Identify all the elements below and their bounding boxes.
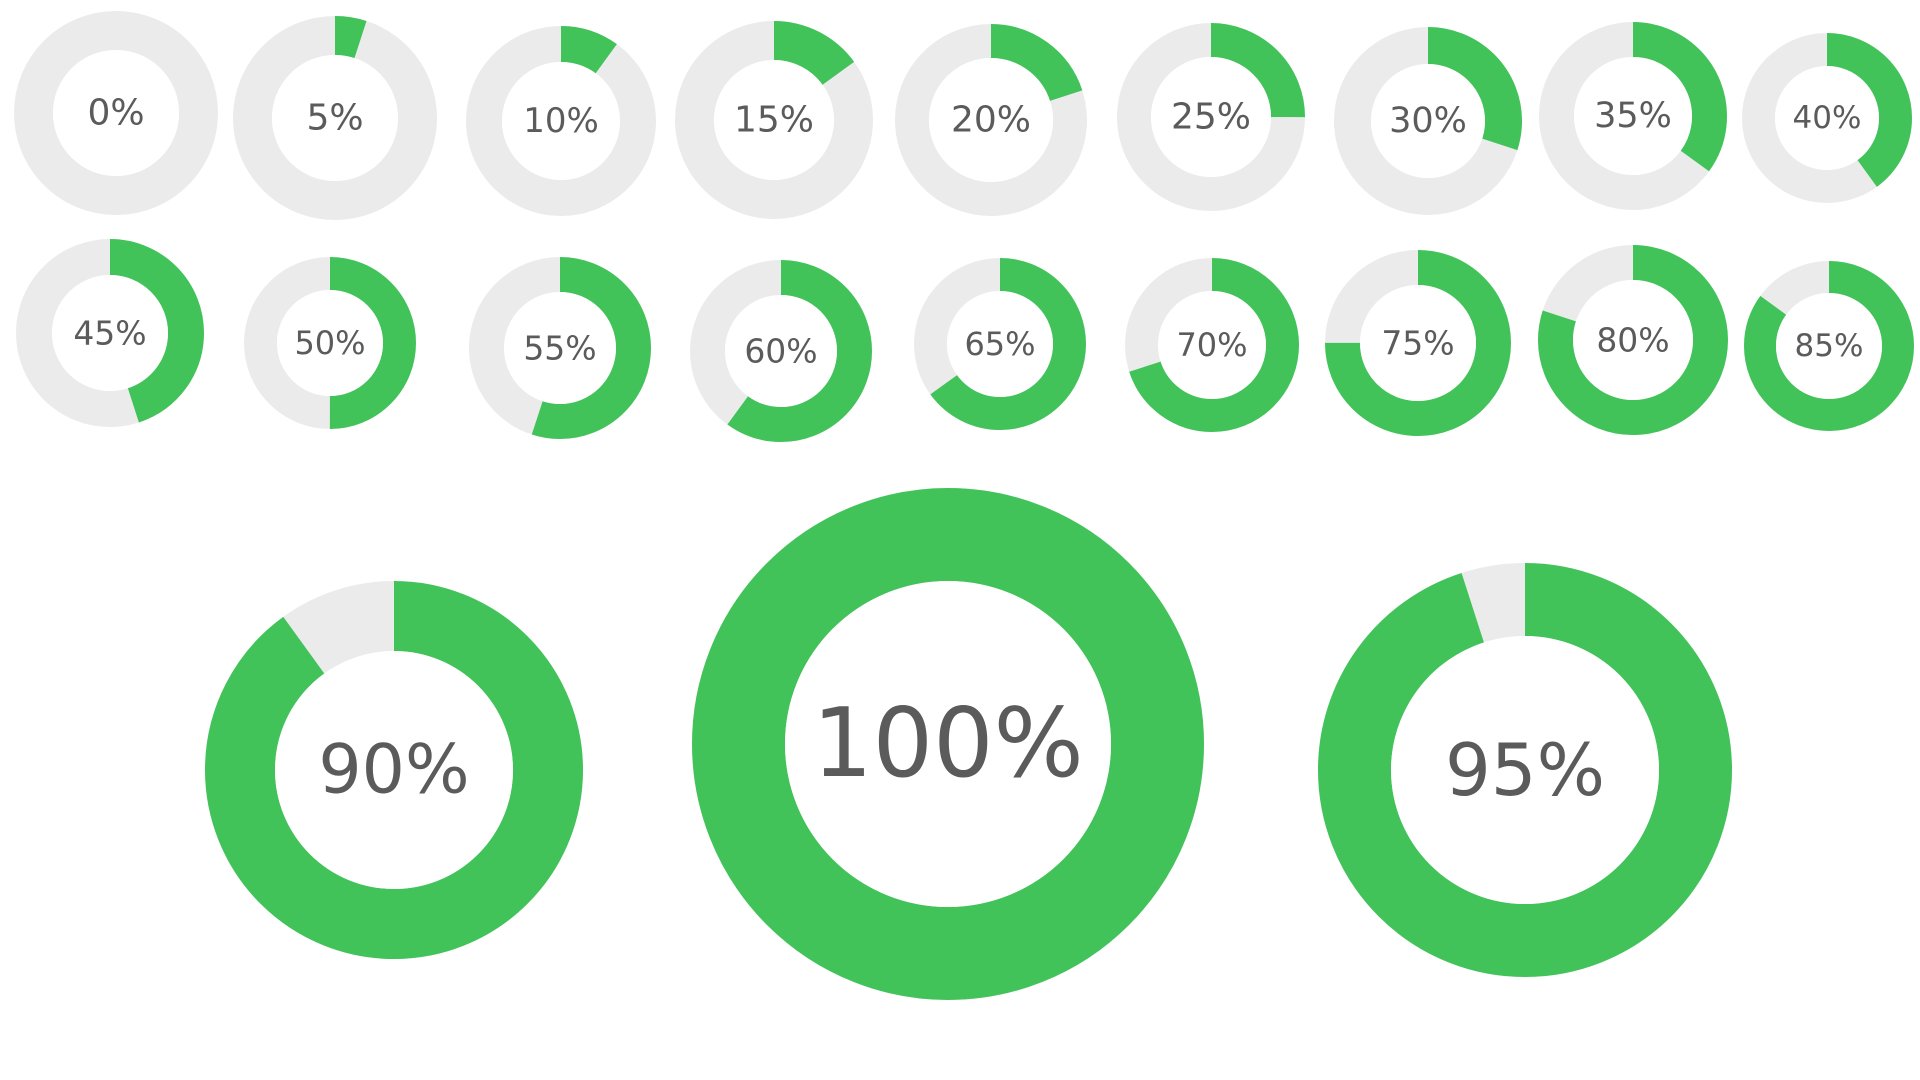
ring-percent-label: 70% [1176, 326, 1247, 364]
ring-center [502, 62, 620, 180]
ring-center [1573, 280, 1693, 400]
ring-center [1775, 66, 1879, 170]
progress-ring-0: 0% [14, 11, 218, 215]
ring-progress-arc [895, 24, 1087, 216]
ring-center [1151, 57, 1271, 177]
ring-progress-arc [1125, 258, 1299, 432]
ring-progress-arc [233, 16, 437, 220]
ring-progress-arc [1538, 245, 1728, 435]
ring-progress-arc [690, 260, 872, 442]
ring-percent-label: 85% [1795, 328, 1864, 364]
ring-center [1574, 57, 1692, 175]
ring-progress-arc [675, 21, 873, 219]
ring-progress-arc [1325, 250, 1511, 436]
ring-center [504, 292, 616, 404]
progress-ring-85: 85% [1744, 261, 1914, 431]
ring-center [725, 295, 837, 407]
progress-ring-95: 95% [1318, 563, 1732, 977]
ring-center [1371, 64, 1485, 178]
ring-progress-arc [1318, 563, 1732, 977]
progress-ring-30: 30% [1334, 27, 1522, 215]
ring-percent-label: 75% [1381, 324, 1454, 363]
ring-percent-label: 95% [1445, 728, 1605, 812]
progress-ring-75: 75% [1325, 250, 1511, 436]
ring-percent-label: 65% [964, 325, 1035, 363]
ring-percent-label: 100% [812, 689, 1084, 799]
ring-progress-arc [16, 239, 204, 427]
ring-percent-label: 50% [294, 324, 365, 362]
progress-ring-45: 45% [16, 239, 204, 427]
ring-progress-arc [1742, 33, 1912, 203]
ring-percent-label: 25% [1171, 97, 1251, 138]
ring-percent-label: 80% [1596, 321, 1669, 360]
ring-center [272, 55, 398, 181]
ring-percent-label: 35% [1594, 96, 1672, 136]
ring-progress-arc [1117, 23, 1305, 211]
ring-center [53, 50, 179, 176]
ring-progress-arc [466, 26, 656, 216]
ring-center [1360, 285, 1476, 401]
progress-ring-70: 70% [1125, 258, 1299, 432]
ring-center [277, 290, 383, 396]
ring-percent-label: 20% [951, 100, 1031, 141]
progress-ring-40: 40% [1742, 33, 1912, 203]
ring-center [1158, 291, 1266, 399]
progress-ring-55: 55% [469, 257, 651, 439]
progress-ring-5: 5% [233, 16, 437, 220]
ring-center [929, 58, 1053, 182]
ring-percent-label: 90% [318, 731, 469, 810]
ring-progress-arc [1539, 22, 1727, 210]
progress-ring-10: 10% [466, 26, 656, 216]
progress-ring-60: 60% [690, 260, 872, 442]
ring-progress-arc [1334, 27, 1522, 215]
ring-progress-arc [914, 258, 1086, 430]
ring-center [947, 291, 1053, 397]
ring-progress-arc [244, 257, 416, 429]
ring-percent-label: 45% [73, 314, 146, 353]
ring-center [714, 60, 834, 180]
ring-percent-label: 40% [1793, 100, 1862, 136]
ring-center [1391, 636, 1659, 904]
ring-center [52, 275, 168, 391]
ring-progress-arc [1744, 261, 1914, 431]
progress-ring-90: 90% [205, 581, 583, 959]
ring-progress-arc [205, 581, 583, 959]
progress-ring-80: 80% [1538, 245, 1728, 435]
progress-ring-25: 25% [1117, 23, 1305, 211]
ring-progress-arc [692, 488, 1204, 1000]
ring-percent-label: 5% [306, 98, 363, 139]
progress-ring-15: 15% [675, 21, 873, 219]
ring-percent-label: 10% [523, 101, 599, 141]
progress-ring-20: 20% [895, 24, 1087, 216]
ring-center [785, 581, 1111, 907]
progress-ring-35: 35% [1539, 22, 1727, 210]
ring-percent-label: 0% [87, 93, 144, 134]
ring-track [14, 11, 218, 215]
ring-center [275, 651, 513, 889]
progress-ring-50: 50% [244, 257, 416, 429]
progress-ring-65: 65% [914, 258, 1086, 430]
ring-progress-arc [469, 257, 651, 439]
ring-percent-label: 30% [1389, 101, 1467, 141]
ring-percent-label: 55% [523, 329, 596, 368]
ring-percent-label: 60% [744, 332, 817, 371]
ring-percent-label: 15% [734, 100, 814, 141]
ring-center [1776, 293, 1882, 399]
progress-ring-100: 100% [692, 488, 1204, 1000]
